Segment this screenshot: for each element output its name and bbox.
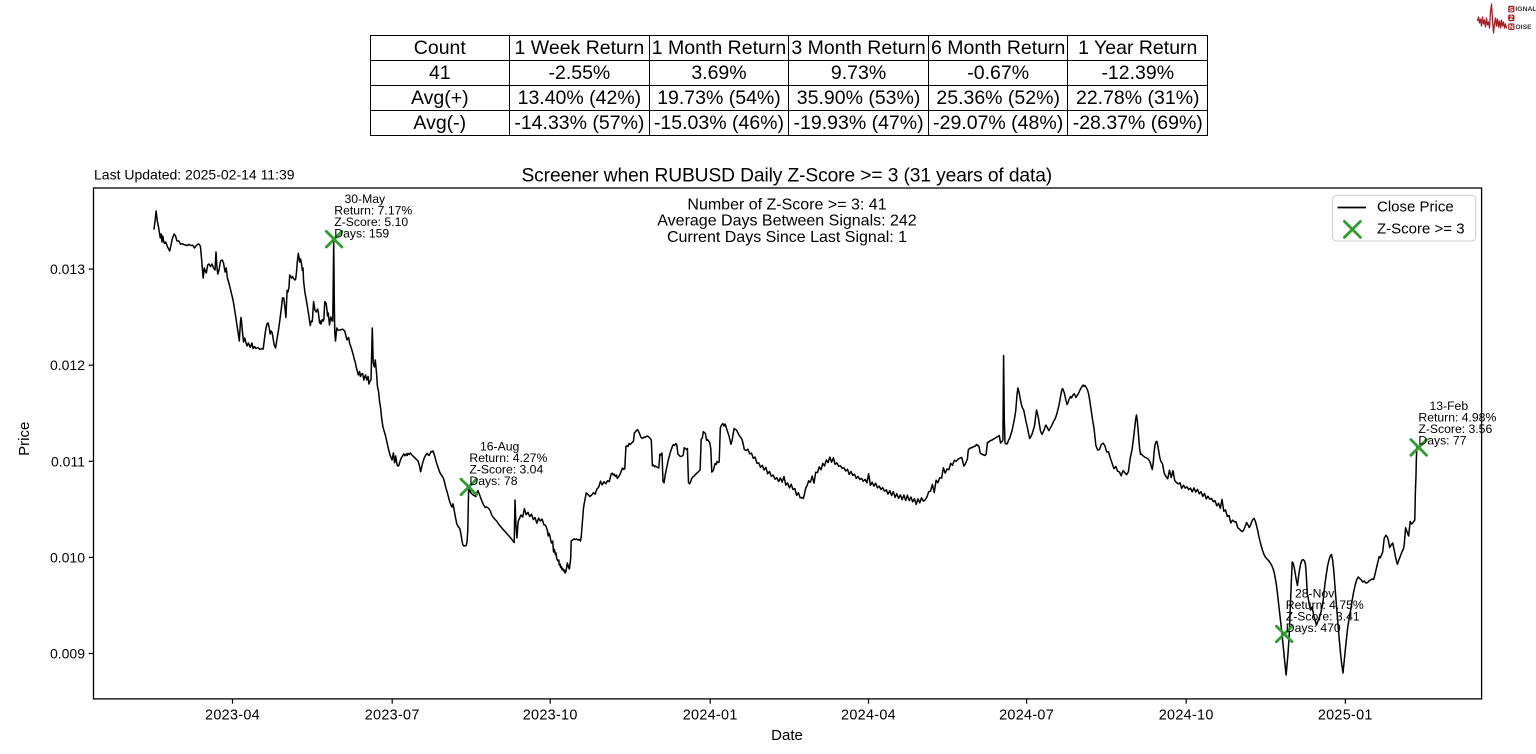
svg-text:28-Nov: 28-Nov (1295, 587, 1335, 601)
svg-text:Current Days Since Last Signal: Current Days Since Last Signal: 1 (667, 229, 907, 246)
svg-text:N: N (1509, 24, 1514, 31)
svg-text:Days: 78: Days: 78 (469, 474, 517, 488)
svg-text:0.010: 0.010 (50, 549, 85, 565)
svg-text:0.011: 0.011 (51, 453, 85, 469)
svg-text:2023-04: 2023-04 (205, 708, 260, 724)
svg-text:2: 2 (1510, 15, 1514, 22)
svg-text:Z-Score: 3.41: Z-Score: 3.41 (1286, 610, 1360, 624)
svg-text:0.009: 0.009 (50, 646, 85, 662)
svg-text:2024-01: 2024-01 (683, 708, 738, 724)
svg-text:2024-07: 2024-07 (999, 708, 1054, 724)
svg-text:2024-04: 2024-04 (841, 708, 896, 724)
svg-text:Return: 4.98%: Return: 4.98% (1418, 410, 1496, 424)
svg-text:Number of Z-Score >= 3: 41: Number of Z-Score >= 3: 41 (687, 197, 886, 214)
svg-text:0.013: 0.013 (50, 261, 85, 277)
svg-text:16-Aug: 16-Aug (480, 440, 519, 454)
svg-text:2024-10: 2024-10 (1159, 708, 1214, 724)
svg-text:Days: 159: Days: 159 (334, 227, 389, 241)
svg-text:Return: 4.27%: Return: 4.27% (469, 451, 547, 465)
svg-text:Days: 470: Days: 470 (1286, 621, 1341, 635)
svg-text:Price: Price (16, 422, 33, 456)
svg-text:Average Days Between Signals:: Average Days Between Signals: 242 (657, 213, 917, 230)
svg-text:Screener when RUBUSD Daily Z-S: Screener when RUBUSD Daily Z-Score >= 3 … (521, 166, 1052, 187)
svg-text:S: S (1509, 6, 1514, 13)
svg-text:2023-07: 2023-07 (365, 708, 420, 724)
svg-text:Z-Score: 3.04: Z-Score: 3.04 (469, 463, 543, 477)
svg-text:Close Price: Close Price (1377, 199, 1454, 216)
svg-text:IGNAL: IGNAL (1515, 6, 1536, 13)
svg-text:2025-01: 2025-01 (1318, 708, 1373, 724)
svg-text:Return: 4.75%: Return: 4.75% (1286, 598, 1364, 612)
svg-text:Z-Score: 5.10: Z-Score: 5.10 (334, 215, 408, 229)
svg-text:0.012: 0.012 (50, 357, 85, 373)
svg-text:2023-10: 2023-10 (523, 708, 578, 724)
svg-text:Z-Score: 3.56: Z-Score: 3.56 (1418, 422, 1492, 436)
svg-text:OISE: OISE (1515, 24, 1532, 31)
svg-text:Last Updated: 2025-02-14 11:39: Last Updated: 2025-02-14 11:39 (94, 167, 295, 183)
svg-text:13-Feb: 13-Feb (1430, 399, 1469, 413)
svg-text:Days: 77: Days: 77 (1418, 433, 1466, 447)
svg-text:Date: Date (771, 727, 803, 744)
svg-text:Return: 7.17%: Return: 7.17% (334, 204, 412, 218)
svg-text:Z-Score >= 3: Z-Score >= 3 (1377, 221, 1465, 238)
svg-text:30-May: 30-May (345, 192, 387, 206)
